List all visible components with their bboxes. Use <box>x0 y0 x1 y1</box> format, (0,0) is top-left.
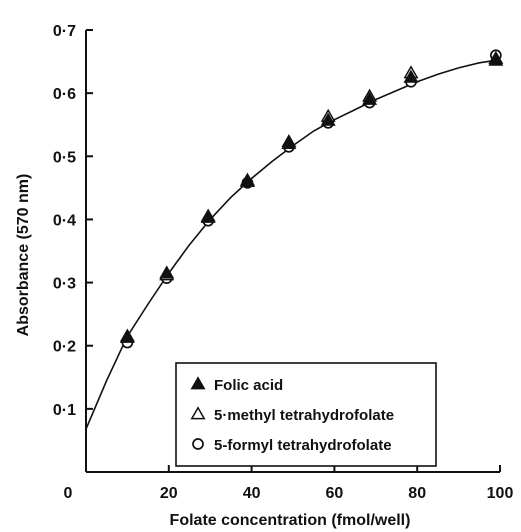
legend-entries: Folic acid 5·methyl tetrahydrofolate 5-for… <box>190 376 394 454</box>
legend-marker <box>190 406 206 420</box>
x-tick-label: 0 <box>64 485 73 502</box>
y-axis-title: Absorbance (570 nm) <box>15 174 32 337</box>
y-tick-label: 0·4 <box>53 212 76 229</box>
data-point <box>281 135 297 150</box>
y-tick-label: 0·7 <box>53 23 76 40</box>
legend: Folic acid 5·methyl tetrahydrofolate 5-for… <box>175 362 437 467</box>
x-tick-label: 100 <box>487 485 514 502</box>
y-tick-label: 0·6 <box>53 86 76 103</box>
legend-box <box>175 362 437 467</box>
legend-label: 5·methyl tetrahydrofolate <box>214 407 394 424</box>
data-point <box>403 69 419 83</box>
x-tick-label: 60 <box>326 485 344 502</box>
legend-label: Folic acid <box>214 377 283 394</box>
x-tick-label: 20 <box>160 485 178 502</box>
data-point <box>159 265 175 279</box>
x-tick-label: 80 <box>408 485 426 502</box>
y-tick-label: 0·1 <box>53 402 76 419</box>
legend-marker <box>190 376 206 390</box>
data-point <box>320 112 336 126</box>
data-markers <box>119 49 504 349</box>
data-point <box>200 208 216 222</box>
x-tick-label: 40 <box>243 485 261 502</box>
legend-marker <box>192 438 204 450</box>
y-tick-label: 0·5 <box>53 149 76 166</box>
tick-labels: 0 20 40 60 80 100 0·1 0·2 0·3 0·4 0·5 0·6 0·7 <box>53 23 514 502</box>
y-tick-label: 0·2 <box>53 339 76 356</box>
legend-label: 5-formyl tetrahydrofolate <box>214 437 392 454</box>
axes <box>85 30 500 473</box>
data-point <box>239 172 255 186</box>
data-point <box>119 328 135 342</box>
data-point <box>362 91 378 105</box>
ticks <box>86 29 501 472</box>
y-tick-label: 0·3 <box>53 276 76 293</box>
x-axis-title: Folate concentration (fmol/well) <box>170 512 411 529</box>
data-point <box>488 52 504 66</box>
